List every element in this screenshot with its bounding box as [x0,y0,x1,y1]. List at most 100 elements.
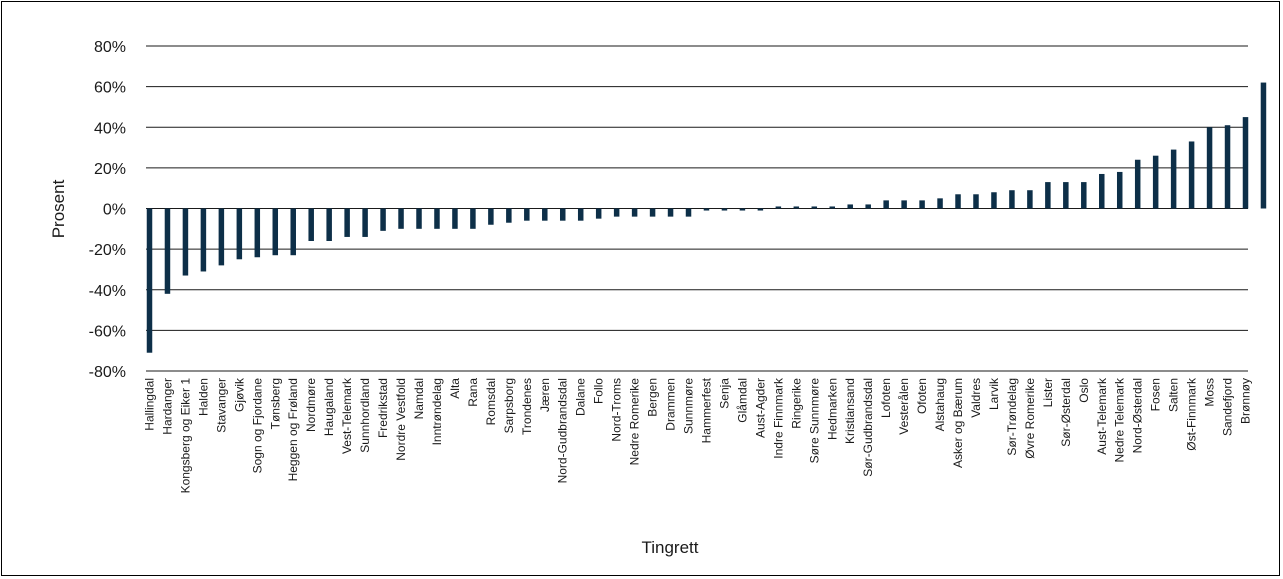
bar [506,208,512,223]
x-category-label: Alstahaug [933,378,947,431]
bar [613,208,620,217]
x-category-label: Sør-Trøndelag [1005,378,1019,456]
bar [1188,141,1195,209]
x-category-label: Sandefjord [1221,378,1235,436]
bar [793,206,800,209]
bar [865,204,871,209]
bar [1099,173,1105,209]
x-category-label: Indre Finnmark [771,377,785,459]
bar [254,208,261,258]
bar [703,208,710,211]
x-category-label: Moss [1203,378,1217,407]
x-category-label: Hallingdal [143,378,157,431]
bar [146,208,153,353]
x-category-label: Romsdal [484,378,498,425]
y-tick-label: -80% [89,364,126,381]
x-category-label: Heggen og Frøland [286,378,300,481]
y-tick-label: 80% [94,39,126,56]
bar [182,208,189,276]
bar [1045,182,1051,209]
x-category-label: Brønnøy [1239,378,1253,424]
bar [164,208,171,294]
x-category-label: Aust-Agder [753,378,767,438]
y-tick-label: 0% [103,202,126,219]
x-category-label: Halden [196,378,210,416]
bar [1206,127,1213,209]
bar [829,206,836,209]
x-category-label: Jæren [538,378,552,412]
x-category-label: Nord-Østerdal [1131,378,1145,453]
x-category-label: Vesterålen [897,378,911,435]
bar [488,208,494,225]
bar [1081,182,1087,209]
x-category-label: Haugaland [322,378,336,436]
x-category-label: Oslo [1077,378,1091,403]
bar [416,208,422,229]
x-category-label: Sunnhordland [358,378,372,453]
x-category-label: Nedre Telemark [1113,377,1127,462]
x-category-label: Asker og Bærum [951,378,965,468]
x-category-label: Bergen [646,378,660,417]
x-category-labels: Hallingdal Hardanger Kongsberg og Eiker 1 H… [143,377,1253,493]
x-category-label: Nord-Troms [610,378,624,442]
x-category-label: Stavanger [214,378,228,433]
bar [1063,182,1069,209]
bar [362,208,368,237]
bar [631,208,638,217]
bar [667,208,674,217]
bar [236,208,243,260]
x-category-label: Hedmarken [825,378,839,440]
bar [739,208,746,211]
x-category-label: Glåmdal [735,378,749,423]
x-category-label: Lister [1041,378,1055,407]
x-category-label: Gjøvik [232,377,246,412]
bar [326,208,332,241]
y-tick-label: -60% [89,323,126,340]
x-category-label: Sarpsborg [502,378,516,433]
bar [1152,155,1159,209]
x-category-label: Rana [466,378,480,407]
x-category-label: Nord-Gudbrandsdal [556,378,570,483]
bar [721,208,728,211]
x-category-label: Øst-Finnmark [1185,377,1199,451]
x-category-label: Nedre Romerike [628,378,642,466]
x-category-label: Fredrikstad [376,378,390,438]
x-category-label: Valdres [969,378,983,418]
bar [1116,171,1123,209]
x-category-label: Sør-Østerdal [1059,378,1073,447]
bar [1242,117,1249,209]
x-category-label: Nordre Vestfold [394,378,408,461]
x-category-label: Fosen [1149,378,1163,411]
bar [847,204,853,209]
x-category-label: Sogn og Fjordane [250,378,264,474]
bar [577,208,584,221]
y-tick-label: 60% [94,80,126,97]
bar [218,208,225,266]
bar [955,194,961,209]
bar [595,208,602,219]
y-tick-label: -40% [89,283,126,300]
bar [1009,190,1015,209]
bar [524,208,530,221]
bar [757,208,764,211]
bar [901,200,907,209]
x-category-label: Søre Sunnmøre [807,378,821,464]
x-category-label: Tønsberg [268,378,282,429]
x-category-label: Larvik [987,377,1001,410]
x-category-label: Dalane [574,378,588,416]
x-category-label: Vest-Telemark [340,377,354,454]
bar [542,208,548,221]
x-category-label: Kristiansand [843,378,857,444]
bar [434,208,440,229]
bar [344,208,350,237]
x-category-label: Ringerike [789,378,803,429]
bar [272,208,279,256]
bar [308,208,314,241]
x-category-label: Drammen [664,378,678,431]
x-category-label: Nordmøre [304,378,318,432]
bar [1224,125,1231,209]
bar [811,206,818,209]
bar [775,206,782,209]
x-category-label: Kongsberg og Eiker 1 [178,378,192,494]
